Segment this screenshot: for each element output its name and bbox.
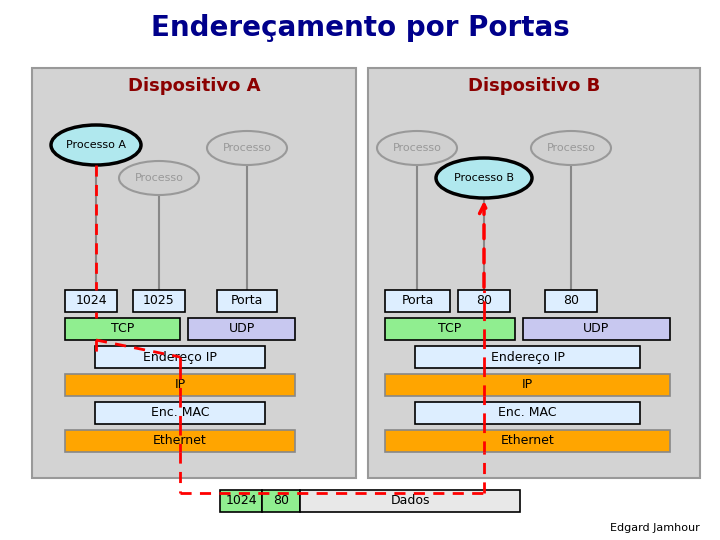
Text: 1024: 1024: [225, 495, 257, 508]
Bar: [65, 318, 180, 340]
Text: IP: IP: [174, 379, 186, 392]
Text: Enc. MAC: Enc. MAC: [150, 407, 210, 420]
Text: UDP: UDP: [228, 322, 255, 335]
Ellipse shape: [119, 161, 199, 195]
Bar: [95, 402, 265, 424]
Text: 80: 80: [476, 294, 492, 307]
Text: UDP: UDP: [583, 322, 610, 335]
Text: 1025: 1025: [143, 294, 175, 307]
Text: Porta: Porta: [231, 294, 264, 307]
Text: 80: 80: [563, 294, 579, 307]
Text: Endereço IP: Endereço IP: [143, 350, 217, 363]
Ellipse shape: [51, 125, 141, 165]
Bar: [523, 318, 670, 340]
Text: Endereçamento por Portas: Endereçamento por Portas: [150, 14, 570, 42]
Text: Dados: Dados: [390, 495, 430, 508]
Ellipse shape: [436, 158, 532, 198]
Text: Processo: Processo: [135, 173, 184, 183]
Bar: [415, 346, 640, 368]
Text: Processo B: Processo B: [454, 173, 514, 183]
Text: Processo A: Processo A: [66, 140, 126, 150]
Bar: [458, 290, 510, 312]
Text: TCP: TCP: [438, 322, 462, 335]
Bar: [65, 430, 295, 452]
Ellipse shape: [377, 131, 457, 165]
Bar: [32, 68, 356, 478]
Bar: [188, 318, 295, 340]
Bar: [220, 490, 262, 512]
Text: IP: IP: [522, 379, 533, 392]
Bar: [65, 374, 295, 396]
Text: 1024: 1024: [75, 294, 107, 307]
Bar: [217, 290, 277, 312]
Text: Processo: Processo: [546, 143, 595, 153]
Bar: [545, 290, 597, 312]
Text: Ethernet: Ethernet: [500, 435, 554, 448]
Text: Dispositivo B: Dispositivo B: [468, 77, 600, 95]
Text: Edgard Jamhour: Edgard Jamhour: [611, 523, 700, 533]
Bar: [385, 318, 515, 340]
Text: Dispositivo A: Dispositivo A: [127, 77, 260, 95]
Bar: [368, 68, 700, 478]
Bar: [133, 290, 185, 312]
Text: Processo: Processo: [222, 143, 271, 153]
Bar: [385, 430, 670, 452]
Bar: [385, 374, 670, 396]
Text: Processo: Processo: [392, 143, 441, 153]
Bar: [300, 490, 520, 512]
Text: Enc. MAC: Enc. MAC: [498, 407, 557, 420]
Text: Ethernet: Ethernet: [153, 435, 207, 448]
Text: Endereço IP: Endereço IP: [490, 350, 564, 363]
Bar: [415, 402, 640, 424]
Bar: [65, 290, 117, 312]
Bar: [95, 346, 265, 368]
Text: TCP: TCP: [111, 322, 134, 335]
Ellipse shape: [207, 131, 287, 165]
Ellipse shape: [531, 131, 611, 165]
Text: Porta: Porta: [401, 294, 433, 307]
Bar: [385, 290, 450, 312]
Bar: [262, 490, 300, 512]
Text: 80: 80: [273, 495, 289, 508]
